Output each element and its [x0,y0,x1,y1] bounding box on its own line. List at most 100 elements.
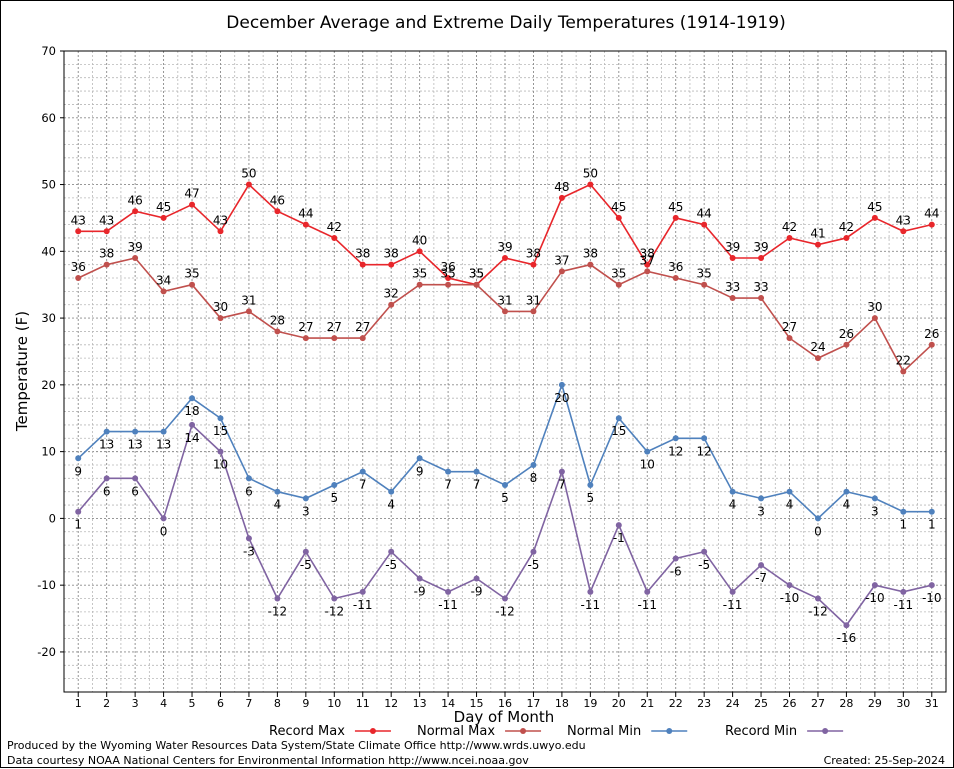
series-4-data-label: -9 [471,584,483,598]
series-4-data-label: -5 [527,558,539,572]
series-4-point [587,588,594,595]
x-tick-label: 19 [583,697,597,710]
x-tick-label: 7 [245,697,252,710]
series-2-point [274,328,281,335]
series-1-data-label: 46 [270,193,285,207]
legend-label: Record Max [269,724,345,739]
series-4-point [786,582,793,589]
x-tick-label: 5 [189,697,196,710]
series-2-point [189,281,196,288]
series-3-point [558,381,565,388]
series-3-point [900,508,907,515]
series-4-point [388,548,395,555]
series-3-data-label: 3 [302,504,310,518]
series-1-point [331,234,338,241]
series-2-data-label: 26 [839,327,854,341]
series-1-data-label: 45 [867,200,882,214]
series-3-data-label: 4 [387,498,395,512]
series-4-point [245,535,252,542]
series-2-point [786,335,793,342]
series-1-data-label: 47 [184,187,199,201]
series-2-data-label: 27 [327,320,342,334]
series-4-data-label: -10 [922,591,942,605]
x-tick-label: 26 [783,697,797,710]
series-4-point [558,468,565,475]
x-tick-label: 11 [356,697,370,710]
series-2-data-label: 38 [583,247,598,261]
x-tick-label: 13 [413,697,427,710]
x-tick-label: 30 [896,697,910,710]
series-3-point [843,488,850,495]
series-3-data-label: 4 [843,498,851,512]
series-1-data-label: 41 [810,227,825,241]
series-4-data-label: -3 [243,544,255,558]
series-2-point [103,261,110,268]
series-3-point [871,495,878,502]
series-2-point [928,341,935,348]
series-4-data-label: -11 [438,598,458,612]
series-1-data-label: 35 [469,267,484,281]
series-1-point [843,234,850,241]
series-1-point [758,254,765,261]
series-4-point [416,575,423,582]
series-1-point [416,248,423,255]
series-1-point [445,275,452,282]
series-3-data-label: 13 [156,438,171,452]
grid-layer [64,50,946,693]
series-2-data-label: 27 [298,320,313,334]
x-tick-label: 6 [217,697,224,710]
series-3-data-label: 9 [416,464,424,478]
x-tick-label: 27 [811,697,825,710]
series-1-data-label: 43 [213,213,228,227]
x-tick-label: 28 [839,697,853,710]
series-1-point [245,181,252,188]
series-1-point [75,228,82,235]
series-1-data-label: 42 [782,220,797,234]
series-3-point [758,495,765,502]
series-3-point [331,482,338,489]
series-4-point [672,555,679,562]
series-2-point [615,281,622,288]
series-1-data-label: 43 [99,213,114,227]
series-3-point [814,515,821,522]
series-3-point [502,482,508,489]
series-1-point [302,221,309,228]
x-tick-label: 4 [160,697,167,710]
series-3-data-label: 3 [757,504,765,518]
series-4-point [928,582,935,589]
series-2-data-label: 35 [440,267,455,281]
series-3-point [530,461,537,468]
series-2-data-label: 36 [71,260,86,274]
series-3-data-label: 4 [274,498,282,512]
series-2-point [729,295,736,302]
series-4-data-label: -11 [581,598,601,612]
legend-swatch-marker [369,728,376,734]
series-1-point [160,214,167,221]
series-3-point [701,435,708,442]
series-1-data-label: 45 [611,200,626,214]
series-1-data-label: 44 [697,207,712,221]
series-3-data-label: 1 [928,518,936,532]
series-2-point [217,315,224,322]
x-tick-label: 9 [302,697,309,710]
series-2-data-label: 37 [554,253,569,267]
series-2-data-label: 24 [810,340,825,354]
series-1-data-label: 50 [241,167,256,181]
series-3-data-label: 20 [554,391,569,405]
series-4-data-label: -11 [894,598,914,612]
series-3-data-label: 12 [668,444,683,458]
series-3-data-label: 3 [871,504,879,518]
series-1-point [502,254,508,261]
series-1-data-label: 50 [583,167,598,181]
series-3-data-label: 9 [74,464,82,478]
x-tick-label: 29 [868,697,882,710]
series-4-data-label: -6 [670,564,682,578]
series-2-data-label: 33 [753,280,768,294]
series-3-data-label: 5 [501,491,509,505]
series-4-point [445,588,452,595]
series-1-data-label: 38 [640,247,655,261]
series-3-data-label: 15 [611,424,626,438]
series-4-point [75,508,82,515]
series-2-data-label: 26 [924,327,939,341]
series-2-point [672,275,679,282]
